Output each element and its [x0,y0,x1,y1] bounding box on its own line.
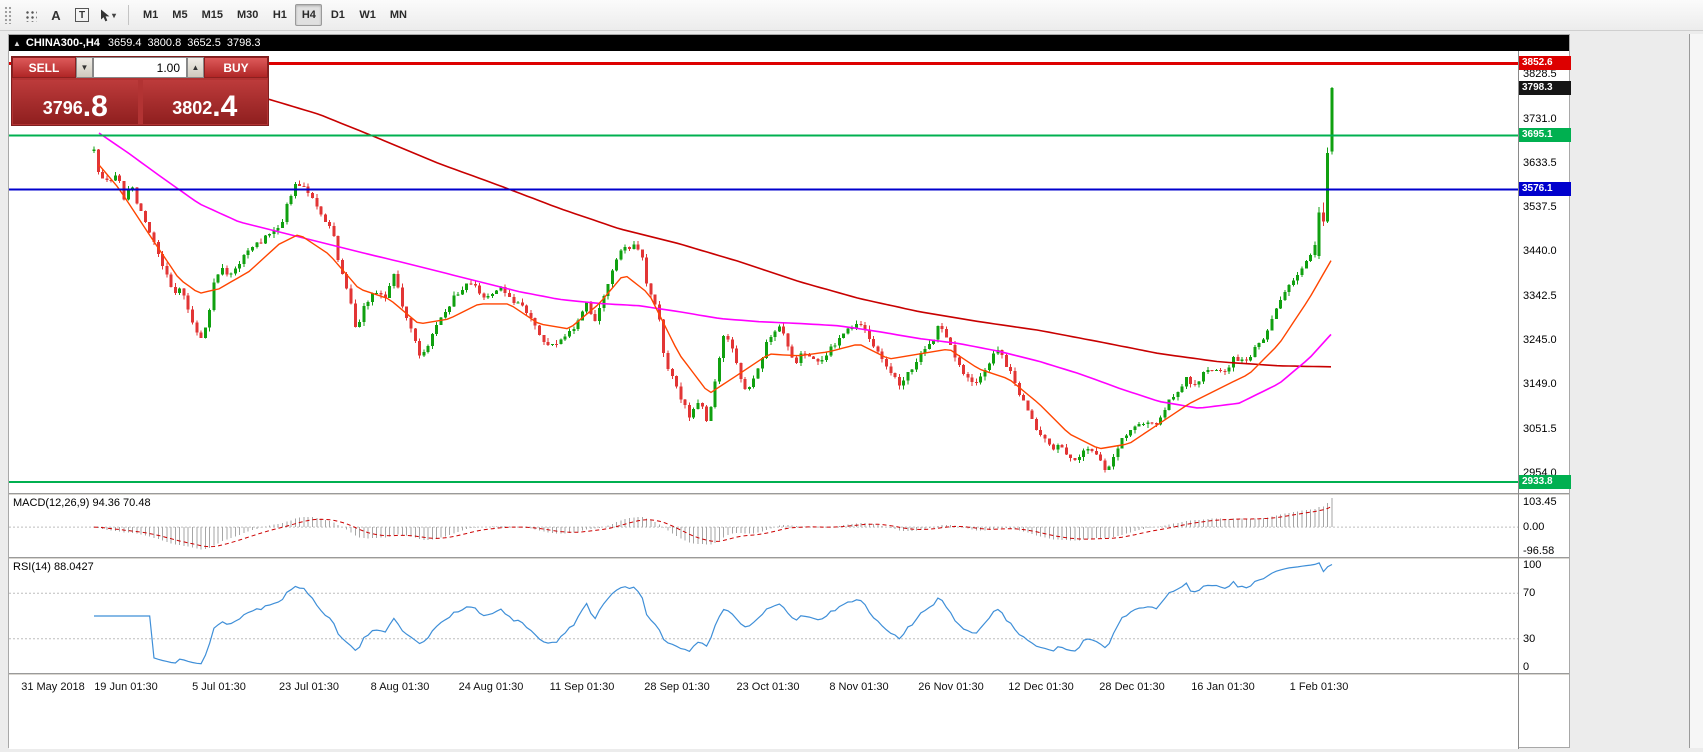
timeframe-h1-button[interactable]: H1 [272,9,287,21]
macd-tick-label: 0.00 [1523,521,1545,533]
sell-price-big: .8 [82,89,108,123]
caret-up-icon: ▲ [191,63,200,72]
collapsed-side-panel[interactable] [1690,34,1703,748]
price-tick-label: 3149.0 [1523,378,1557,390]
timeframe-w1-button[interactable]: W1 [359,9,376,21]
time-label: 23 Oct 01:30 [736,681,800,693]
price-level-tag: 3852.6 [1519,56,1571,70]
buy-price-main: 3802 [172,98,213,118]
buy-price-big: .4 [212,89,238,123]
ohlc-high: 3800.8 [147,37,182,49]
price-level-tag: 3695.1 [1519,128,1571,142]
sell-button[interactable]: SELL [12,57,76,78]
price-level-tag: 2933.8 [1519,475,1571,489]
chart-symbol-period: CHINA300-,H4 [25,37,100,49]
price-level-tag: 3576.1 [1519,182,1571,196]
price-axis[interactable]: 3828.5 3731.0 3633.5 3537.5 3440.0 3342.5 3245… [1518,51,1571,749]
chart-window: ▲ CHINA300-,H4 3659.4 3800.8 3652.5 3798.3 … [8,34,1571,749]
time-label: 8 Aug 01:30 [370,681,430,693]
text-a-icon: A [51,7,61,23]
volume-input[interactable] [93,57,187,78]
rsi-canvas [9,562,1518,665]
rsi-panel: RSI(14) 88.0427 [9,559,1518,673]
price-tick-label: 3633.5 [1523,157,1557,169]
rsi-tick-label: 30 [1523,633,1536,645]
time-axis[interactable]: 31 May 2018 19 Jun 01:30 5 Jul 01:30 23 Jul… [9,675,1518,749]
time-label: 31 May 2018 [21,681,85,693]
toolbar-grip[interactable] [4,6,12,24]
macd-label: MACD(12,26,9) 94.36 70.48 [13,497,151,509]
price-tick-label: 3537.5 [1523,201,1557,213]
time-label: 5 Jul 01:30 [192,681,246,693]
price-chart-panel[interactable]: SELL ▼ ▲ BUY 3796.8 3802.4 [9,51,1518,493]
cursor-icon [100,9,110,21]
timeframe-m30-button[interactable]: M30 [236,9,259,21]
time-label: 1 Feb 01:30 [1289,681,1349,693]
buy-price-display[interactable]: 3802.4 [142,80,267,124]
dots-grid-glyph [23,8,37,22]
macd-tick-label: 103.45 [1523,496,1557,508]
timeframe-h4-button[interactable]: H4 [295,4,323,26]
price-tick-label: 3731.0 [1523,113,1557,125]
time-label: 11 Sep 01:30 [549,681,615,693]
panel-separator[interactable] [9,557,1569,559]
cursor-tool-dropdown[interactable]: ▾ [95,3,121,27]
chevron-down-icon: ▾ [111,10,116,20]
time-label: 24 Aug 01:30 [458,681,524,693]
sell-price-display[interactable]: 3796.8 [13,80,138,124]
toolbar-separator [128,5,129,25]
buy-button[interactable]: BUY [204,57,268,78]
timeframe-m5-button[interactable]: M5 [172,9,188,21]
timeframe-d1-button[interactable]: D1 [330,9,345,21]
sell-price-main: 3796 [42,98,83,118]
text-t-icon: T [75,8,89,22]
ohlc-close: 3798.3 [226,37,261,49]
time-label: 8 Nov 01:30 [829,681,889,693]
ohlc-open: 3659.4 [107,37,142,49]
chart-title-bar[interactable]: ▲ CHINA300-,H4 3659.4 3800.8 3652.5 3798.3 [9,35,1569,51]
price-tick-label: 3245.0 [1523,334,1557,346]
volume-up-button[interactable]: ▲ [187,57,204,78]
time-label: 12 Dec 01:30 [1008,681,1074,693]
ohlc-readout: 3659.4 3800.8 3652.5 3798.3 [108,37,267,49]
timeframe-m15-button[interactable]: M15 [201,9,223,21]
time-label: 16 Jan 01:30 [1191,681,1255,693]
rsi-tick-label: 70 [1523,587,1536,599]
rsi-tick-label: 100 [1523,559,1542,571]
time-label: 23 Jul 01:30 [279,681,339,693]
time-label: 26 Nov 01:30 [918,681,984,693]
text-tool-button[interactable]: A [43,3,69,27]
macd-tick-label: -96.58 [1523,545,1555,557]
one-click-trade-panel: SELL ▼ ▲ BUY 3796.8 3802.4 [11,56,269,126]
label-tool-button[interactable]: T [69,3,95,27]
price-tick-label: 3342.5 [1523,290,1557,302]
volume-down-button[interactable]: ▼ [76,57,93,78]
price-level-tag: 3798.3 [1519,81,1571,95]
rsi-label: RSI(14) 88.0427 [13,561,94,573]
timeframe-m1-button[interactable]: M1 [143,9,159,21]
macd-canvas [9,497,1518,550]
time-label: 19 Jun 01:30 [94,681,158,693]
dots-grid-icon[interactable] [17,3,43,27]
price-chart-canvas[interactable] [9,51,1518,493]
timeframe-mn-button[interactable]: MN [389,9,407,21]
price-tick-label: 3440.0 [1523,245,1557,257]
time-label: 28 Sep 01:30 [644,681,710,693]
rsi-tick-label: 0 [1523,661,1530,673]
panel-separator[interactable] [9,493,1569,495]
price-tick-label: 3828.5 [1523,68,1557,80]
price-tick-label: 3051.5 [1523,423,1557,435]
caret-down-icon: ▼ [80,63,89,72]
top-toolbar: A T ▾ M1 M5 M15 M30 H1 H4 D1 W1 MN [0,0,1703,31]
ohlc-low: 3652.5 [187,37,221,49]
panel-separator [9,673,1569,675]
window-edge-divider [1689,34,1690,748]
collapse-triangle-icon: ▲ [13,38,21,48]
time-label: 28 Dec 01:30 [1099,681,1165,693]
macd-panel: MACD(12,26,9) 94.36 70.48 [9,495,1518,557]
